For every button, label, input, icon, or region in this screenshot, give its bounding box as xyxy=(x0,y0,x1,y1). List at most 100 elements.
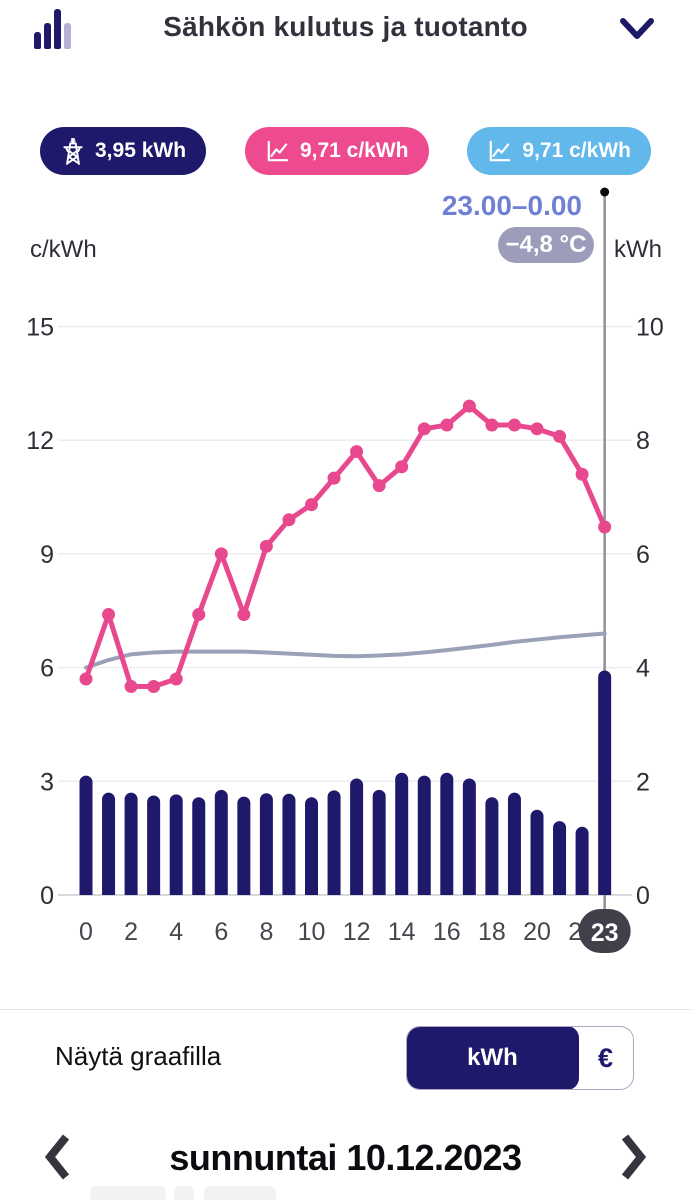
price-point-hour-0 xyxy=(79,672,93,686)
price-point-hour-10 xyxy=(305,498,318,512)
consumption-badge[interactable]: 3,95 kWh xyxy=(40,127,207,175)
price-point-hour-2 xyxy=(124,680,138,694)
svg-text:6: 6 xyxy=(40,655,54,683)
bar-hour-21 xyxy=(553,821,567,895)
bar-hour-22 xyxy=(575,826,589,895)
price-point-hour-12 xyxy=(350,445,364,459)
svg-text:23: 23 xyxy=(591,919,619,947)
price-alt-badge-label: 9,71 c/kWh xyxy=(522,139,631,162)
date-label: sunnuntai 10.12.2023 xyxy=(169,1137,522,1178)
price-badge[interactable]: 9,71 c/kWh xyxy=(244,127,429,175)
price-point-hour-8 xyxy=(259,539,273,553)
bar-hour-19 xyxy=(507,792,521,895)
svg-text:10: 10 xyxy=(636,314,664,342)
bar-hour-0 xyxy=(79,775,93,895)
bar-hour-15 xyxy=(417,775,431,895)
section-divider xyxy=(0,1009,691,1010)
price-point-hour-7 xyxy=(237,608,251,622)
svg-text:2: 2 xyxy=(124,918,138,946)
bar-hour-18 xyxy=(485,797,499,895)
summary-badges: 3,95 kWh 9,71 c/kWh 9,71 c/kWh xyxy=(40,127,651,175)
bar-hour-11 xyxy=(327,790,341,895)
toggle-kwh-button[interactable]: kWh xyxy=(407,1027,579,1089)
average-price-line xyxy=(84,631,607,670)
bar-hour-6 xyxy=(214,789,228,895)
selected-hour-badge: 23 xyxy=(578,909,631,953)
price-point-hour-5 xyxy=(192,608,206,622)
bar-hour-8 xyxy=(259,793,273,895)
bar-hour-16 xyxy=(440,772,454,895)
bar-hour-7 xyxy=(237,796,251,895)
consumption-bars[interactable] xyxy=(79,670,612,895)
selected-hour-range: 23.00–0.00 xyxy=(441,190,582,221)
bar-hour-3 xyxy=(147,795,161,895)
price-point-hour-14 xyxy=(395,460,409,474)
price-point-hour-11 xyxy=(327,471,341,485)
price-point-hour-3 xyxy=(147,680,161,694)
consumption-badge-label: 3,95 kWh xyxy=(95,139,187,162)
price-point-hour-22 xyxy=(575,467,589,481)
svg-text:9: 9 xyxy=(40,541,54,569)
svg-text:4: 4 xyxy=(169,918,183,946)
toggle-euro-button[interactable]: € xyxy=(597,1042,614,1073)
svg-text:10: 10 xyxy=(298,918,326,946)
price-point-hour-13 xyxy=(372,479,386,493)
page-title: Sähkön kulutus ja tuotanto xyxy=(163,11,528,42)
line-chart-icon xyxy=(490,140,511,162)
svg-text:2: 2 xyxy=(636,768,650,796)
svg-text:0: 0 xyxy=(636,882,650,910)
price-point-hour-6 xyxy=(214,547,228,561)
svg-text:3: 3 xyxy=(40,768,54,796)
bar-hour-13 xyxy=(372,789,386,895)
price-point-hour-1 xyxy=(102,608,116,622)
y-axis-labels: 0 3 6 9 12 15 0 2 4 6 8 10 xyxy=(26,314,664,911)
bar-hour-5 xyxy=(192,797,206,895)
x-axis-labels: 0246810121416182022 xyxy=(79,918,596,946)
right-axis-unit: kWh xyxy=(614,236,662,263)
bar-hour-17 xyxy=(462,778,476,895)
bar-hour-14 xyxy=(395,772,409,895)
price-point-hour-19 xyxy=(507,418,521,432)
svg-text:18: 18 xyxy=(478,918,506,946)
price-point-hour-18 xyxy=(485,418,499,432)
line-chart-icon xyxy=(267,140,289,162)
svg-text:0: 0 xyxy=(40,882,54,910)
chevron-down-icon[interactable] xyxy=(619,17,655,41)
svg-text:0: 0 xyxy=(79,918,93,946)
bar-chart-logo-icon xyxy=(34,7,80,49)
svg-text:6: 6 xyxy=(214,918,228,946)
header: Sähkön kulutus ja tuotanto xyxy=(0,0,691,58)
price-badge-label: 9,71 c/kWh xyxy=(299,139,409,162)
graph-unit-label: Näytä graafilla xyxy=(55,1041,222,1071)
next-section-ghost xyxy=(90,1186,166,1200)
price-point-hour-16 xyxy=(440,418,454,432)
bar-hour-9 xyxy=(282,793,296,895)
bar-hour-10 xyxy=(305,797,318,895)
bar-hour-4 xyxy=(169,794,183,895)
price-point-hour-17 xyxy=(462,399,476,413)
svg-text:15: 15 xyxy=(26,314,54,342)
next-section-ghost xyxy=(204,1186,276,1200)
price-line[interactable] xyxy=(79,399,612,694)
bar-hour-12 xyxy=(350,778,364,895)
price-point-hour-21 xyxy=(553,429,567,443)
pylon-icon xyxy=(63,138,83,165)
price-point-hour-23 xyxy=(598,520,612,534)
svg-text:14: 14 xyxy=(388,918,416,946)
bar-hour-20 xyxy=(530,809,544,895)
svg-text:12: 12 xyxy=(343,918,371,946)
bar-hour-23 xyxy=(598,670,612,895)
price-alt-badge[interactable]: 9,71 c/kWh xyxy=(467,127,651,175)
next-section-ghost xyxy=(174,1186,194,1200)
previous-day-button[interactable] xyxy=(44,1134,70,1180)
svg-text:12: 12 xyxy=(26,427,54,455)
chart-canvas[interactable]: 036912150246810024681012141618202223 xyxy=(0,0,691,975)
date-navigation: sunnuntai 10.12.2023 xyxy=(0,1128,691,1188)
svg-text:16: 16 xyxy=(433,918,461,946)
svg-text:6: 6 xyxy=(636,541,650,569)
next-day-button[interactable] xyxy=(621,1134,647,1180)
temperature-badge: −4,8 °C xyxy=(498,227,594,263)
svg-text:20: 20 xyxy=(523,918,551,946)
svg-text:8: 8 xyxy=(636,427,650,455)
